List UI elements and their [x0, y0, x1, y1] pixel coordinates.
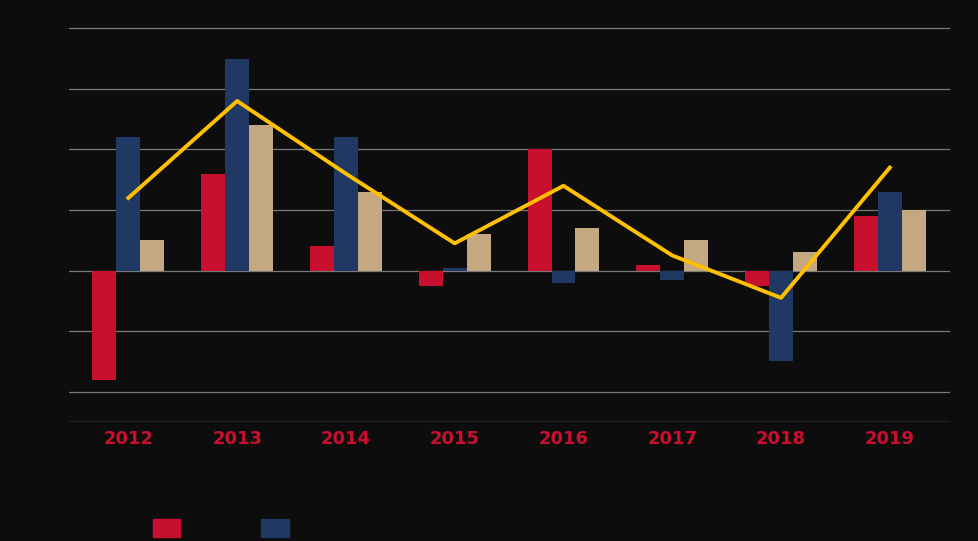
Bar [684, 240, 707, 270]
Bar [551, 270, 575, 283]
Bar [248, 125, 273, 270]
Bar [744, 270, 769, 286]
Bar [116, 137, 140, 270]
Bar [92, 270, 116, 380]
Bar [140, 240, 164, 270]
Bar [575, 228, 599, 270]
Legend: , , , : , , , [147, 513, 299, 541]
Bar [853, 216, 877, 270]
Bar [442, 268, 467, 270]
Bar [877, 192, 901, 270]
Bar [527, 149, 551, 270]
Bar [225, 58, 248, 270]
Bar [769, 270, 792, 361]
Bar [333, 137, 358, 270]
Bar [310, 246, 333, 270]
Bar [358, 192, 381, 270]
Bar [792, 253, 816, 270]
Bar [467, 234, 490, 270]
Bar [659, 270, 684, 280]
Bar [201, 174, 225, 270]
Bar [419, 270, 442, 286]
Bar [636, 265, 659, 270]
Bar [901, 210, 925, 270]
